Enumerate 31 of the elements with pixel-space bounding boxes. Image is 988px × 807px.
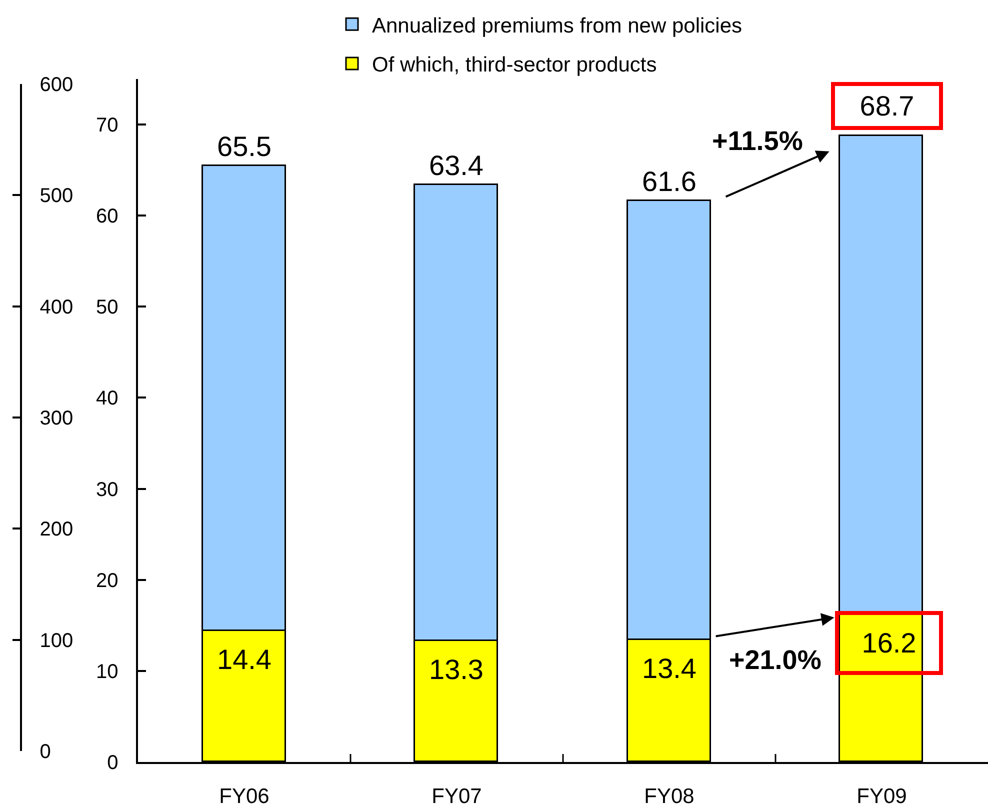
- y-tick-label: 30: [96, 478, 118, 501]
- legend-label: Annualized premiums from new policies: [372, 14, 742, 38]
- y2-tick-label: 300: [40, 408, 74, 430]
- x-tick-label: FY06: [219, 784, 270, 807]
- data-label: 13.4: [642, 653, 696, 684]
- y-tick-label: 50: [96, 296, 118, 319]
- y-tick-label: 40: [96, 388, 118, 410]
- y2-tick-label: 200: [40, 518, 74, 541]
- data-label: 13.3: [429, 654, 484, 685]
- x-tick-label: FY07: [432, 784, 482, 807]
- y2-tick-label: 100: [40, 630, 74, 652]
- total-label: 61.6: [642, 166, 696, 197]
- y-tick-label: 20: [96, 570, 118, 592]
- y-tick-label: 0: [107, 752, 118, 774]
- x-tick-label: FY08: [644, 784, 694, 807]
- total-label: 68.7: [860, 90, 914, 122]
- y-tick-label: 60: [96, 206, 118, 228]
- legend-label: Of which, third-sector products: [372, 54, 657, 77]
- y2-tick-label: 400: [40, 296, 74, 318]
- data-label: 16.2: [862, 628, 916, 658]
- y2-tick-label: 500: [40, 185, 74, 208]
- data-label: 14.4: [217, 644, 272, 675]
- y-tick-label: 10: [96, 660, 118, 683]
- y2-tick-label: 600: [40, 74, 74, 96]
- annotation: +21.0%: [729, 645, 822, 675]
- y-tick-label: 70: [96, 114, 118, 137]
- total-label: 65.5: [217, 131, 272, 162]
- annotation: +11.5%: [712, 126, 803, 156]
- x-tick-label: FY09: [856, 784, 907, 807]
- total-label: 63.4: [429, 150, 484, 181]
- y2-tick-label: 0: [40, 741, 51, 763]
